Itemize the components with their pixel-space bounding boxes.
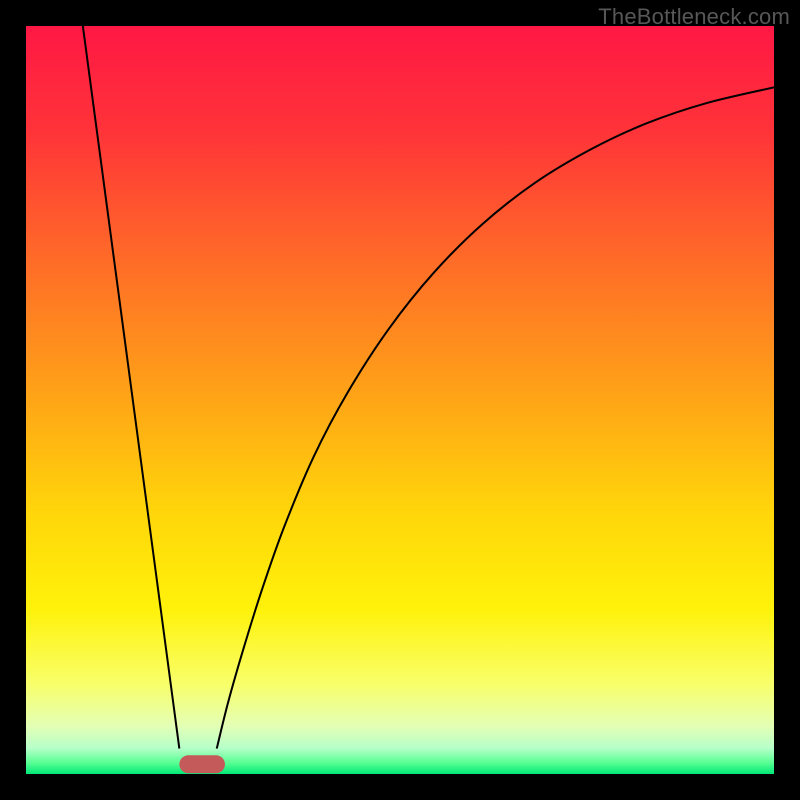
bottleneck-chart (0, 0, 800, 800)
chart-container: TheBottleneck.com (0, 0, 800, 800)
watermark-text: TheBottleneck.com (598, 4, 790, 30)
bottom-marker (179, 755, 225, 773)
plot-background (26, 26, 774, 774)
